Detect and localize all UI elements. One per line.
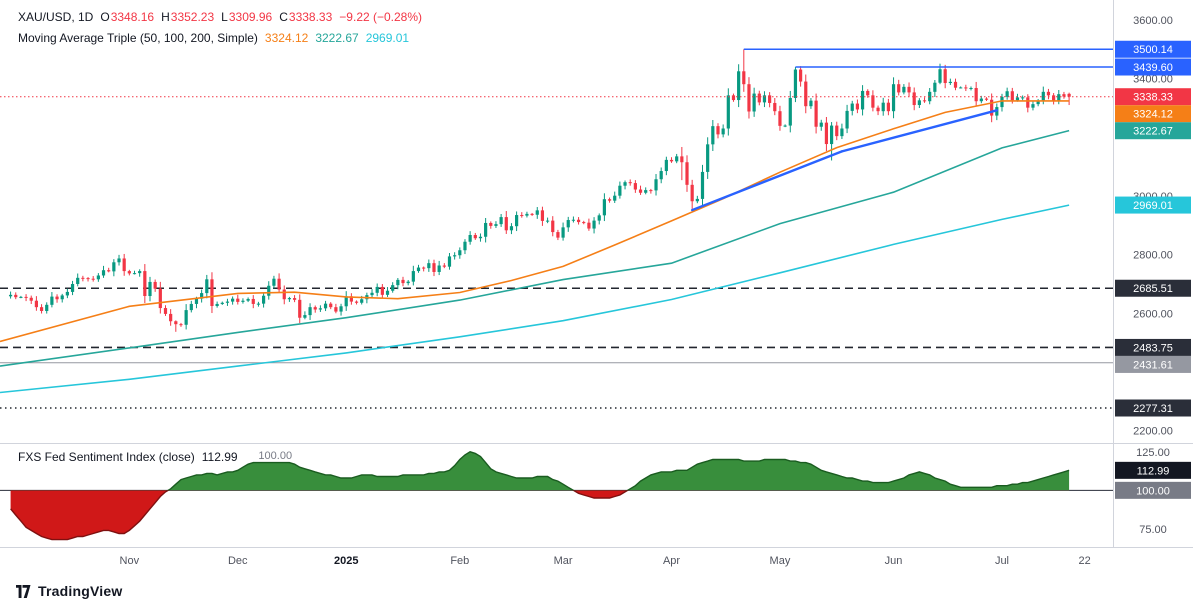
open-label: O (100, 10, 110, 24)
time-tick-Mar: Mar (554, 555, 573, 567)
ma200-value: 2969.01 (365, 31, 410, 45)
support-trendline-1[interactable] (690, 150, 844, 212)
sma-50-line[interactable] (0, 100, 1070, 343)
close-value: 3338.33 (288, 10, 333, 24)
time-tick-May: May (770, 555, 791, 567)
time-tick-2025: 2025 (334, 555, 358, 567)
price-scale[interactable]: 3600.003400.003000.002800.002600.002200.… (1115, 15, 1191, 536)
sentiment-line-negative (10, 490, 629, 541)
sentiment-100-line-label: 100.00 (258, 450, 292, 462)
price-badge-label: 2685.51 (1133, 283, 1173, 295)
sma-200-line[interactable] (0, 204, 1070, 394)
open-value: 3348.16 (110, 10, 155, 24)
low-value: 3309.96 (228, 10, 273, 24)
price-badge-2277.31 (1115, 399, 1191, 417)
sma-100-line[interactable] (0, 129, 1070, 367)
time-tick-Feb: Feb (450, 555, 469, 567)
price-badge-label: 3324.12 (1133, 109, 1173, 121)
sentiment-badge-100.00 (1115, 481, 1191, 499)
sentiment-title: FXS Fed Sentiment Index (close) (18, 450, 195, 464)
change-value: −9.22 (−0.28%) (339, 10, 423, 24)
price-badge-2431.61 (1115, 355, 1191, 373)
high-label: H (161, 10, 170, 24)
price-tick-label: 3600.00 (1133, 15, 1173, 27)
ohlc-open: O 3348.16 (100, 10, 154, 24)
price-lines[interactable] (0, 48, 1113, 98)
price-badge-label: 3439.60 (1133, 62, 1173, 74)
price-tick-label: 2800.00 (1133, 250, 1173, 262)
price-badge-label: 3500.14 (1133, 44, 1173, 56)
ma-title: Moving Average Triple (50, 100, 200, Sim… (18, 31, 258, 45)
time-tick-22: 22 (1078, 555, 1090, 567)
time-tick-Nov: Nov (120, 555, 140, 567)
ohlc-close: C 3338.33 (279, 10, 332, 24)
price-badge-3324.12 (1115, 105, 1191, 123)
time-tick-Jun: Jun (885, 555, 903, 567)
price-badge-label: 2431.61 (1133, 359, 1173, 371)
close-label: C (279, 10, 288, 24)
time-tick-Dec: Dec (228, 555, 248, 567)
price-badge-3439.60 (1115, 58, 1191, 76)
sentiment-badge-label: 100.00 (1136, 485, 1170, 497)
tradingview-logo-icon (16, 584, 31, 598)
sentiment-area-positive (10, 451, 1070, 491)
price-badge-2483.75 (1115, 338, 1191, 356)
price-tick-label: 2200.00 (1133, 426, 1173, 438)
ma50-value: 3324.12 (264, 31, 309, 45)
ma100-value: 3222.67 (315, 31, 359, 45)
price-tick-label: 2600.00 (1133, 308, 1173, 320)
time-axis[interactable]: Nov Dec 2025 Feb Mar Apr May Jun Jul 22 (120, 555, 1091, 567)
price-badge-label: 2483.75 (1133, 342, 1173, 354)
tradingview-wordmark: TradingView (38, 583, 123, 599)
sentiment-tick-label: 75.00 (1139, 524, 1167, 536)
price-tick-label: 3400.00 (1133, 74, 1173, 86)
support-trendline-2[interactable] (840, 109, 999, 153)
sentiment-tick-label: 125.00 (1136, 447, 1170, 459)
low-label: L (221, 10, 228, 24)
price-badge-2969.01 (1115, 196, 1191, 214)
candlestick-series (8, 49, 1071, 332)
price-badge-label: 2969.01 (1133, 200, 1173, 212)
time-tick-Jul: Jul (995, 555, 1009, 567)
price-badge-label: 2277.31 (1133, 403, 1173, 415)
price-badge-label: 3338.33 (1133, 92, 1173, 104)
ma-legend[interactable]: Moving Average Triple (50, 100, 200, Sim… (18, 31, 409, 45)
tradingview-logo[interactable]: TradingView (16, 583, 122, 599)
sentiment-line-positive (166, 451, 1070, 491)
price-badge-3222.67 (1115, 122, 1191, 140)
price-legend[interactable]: XAU/USD, 1D O 3348.16 H 3352.23 L 3309.96 C… (18, 10, 422, 24)
price-badge-3338.33 (1115, 88, 1191, 106)
price-badge-2685.51 (1115, 279, 1191, 297)
price-badge-label: 3222.67 (1133, 126, 1173, 138)
time-tick-Apr: Apr (663, 555, 680, 567)
sentiment-area-negative (10, 490, 628, 540)
ohlc-high: H 3352.23 (161, 10, 214, 24)
symbol-interval[interactable]: XAU/USD, 1D (18, 10, 94, 24)
ohlc-low: L 3309.96 (221, 10, 272, 24)
support-resistance-levels[interactable] (0, 287, 1113, 409)
price-badge-3500.14 (1115, 40, 1191, 58)
sentiment-badge-label: 112.99 (1137, 465, 1170, 477)
sentiment-value: 112.99 (201, 450, 238, 464)
sentiment-badge-112.99 (1115, 461, 1191, 479)
high-value: 3352.23 (170, 10, 215, 24)
sentiment-legend[interactable]: FXS Fed Sentiment Index (close) 112.99 (18, 450, 238, 464)
